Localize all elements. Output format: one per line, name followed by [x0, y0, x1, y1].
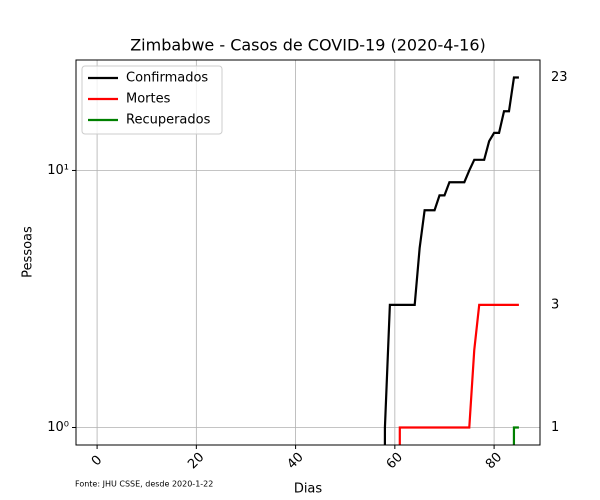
legend-label: Mortes	[126, 92, 171, 107]
end-value-label: 3	[551, 297, 559, 312]
y-tick-label: 10¹	[47, 163, 69, 178]
legend-box	[81, 65, 223, 135]
footnote: Fonte: JHU CSSE, desde 2020-1-22	[75, 480, 213, 489]
chart-title: Zimbabwe - Casos de COVID-19 (2020-4-16)	[130, 36, 486, 55]
end-value-label: 1	[551, 420, 559, 435]
y-tick-label: 10⁰	[47, 420, 69, 435]
end-value-label: 23	[551, 70, 568, 85]
legend: Confirmados Mortes Recuperados	[81, 65, 223, 135]
legend-label: Confirmados	[126, 71, 208, 86]
series-line	[383, 76, 519, 445]
x-axis-label: Dias	[294, 482, 323, 497]
y-axis-label: Pessoas	[21, 226, 36, 278]
legend-label: Recuperados	[126, 113, 211, 128]
plot-area	[383, 76, 519, 445]
axes-frame	[75, 59, 541, 446]
series-line	[398, 303, 519, 445]
